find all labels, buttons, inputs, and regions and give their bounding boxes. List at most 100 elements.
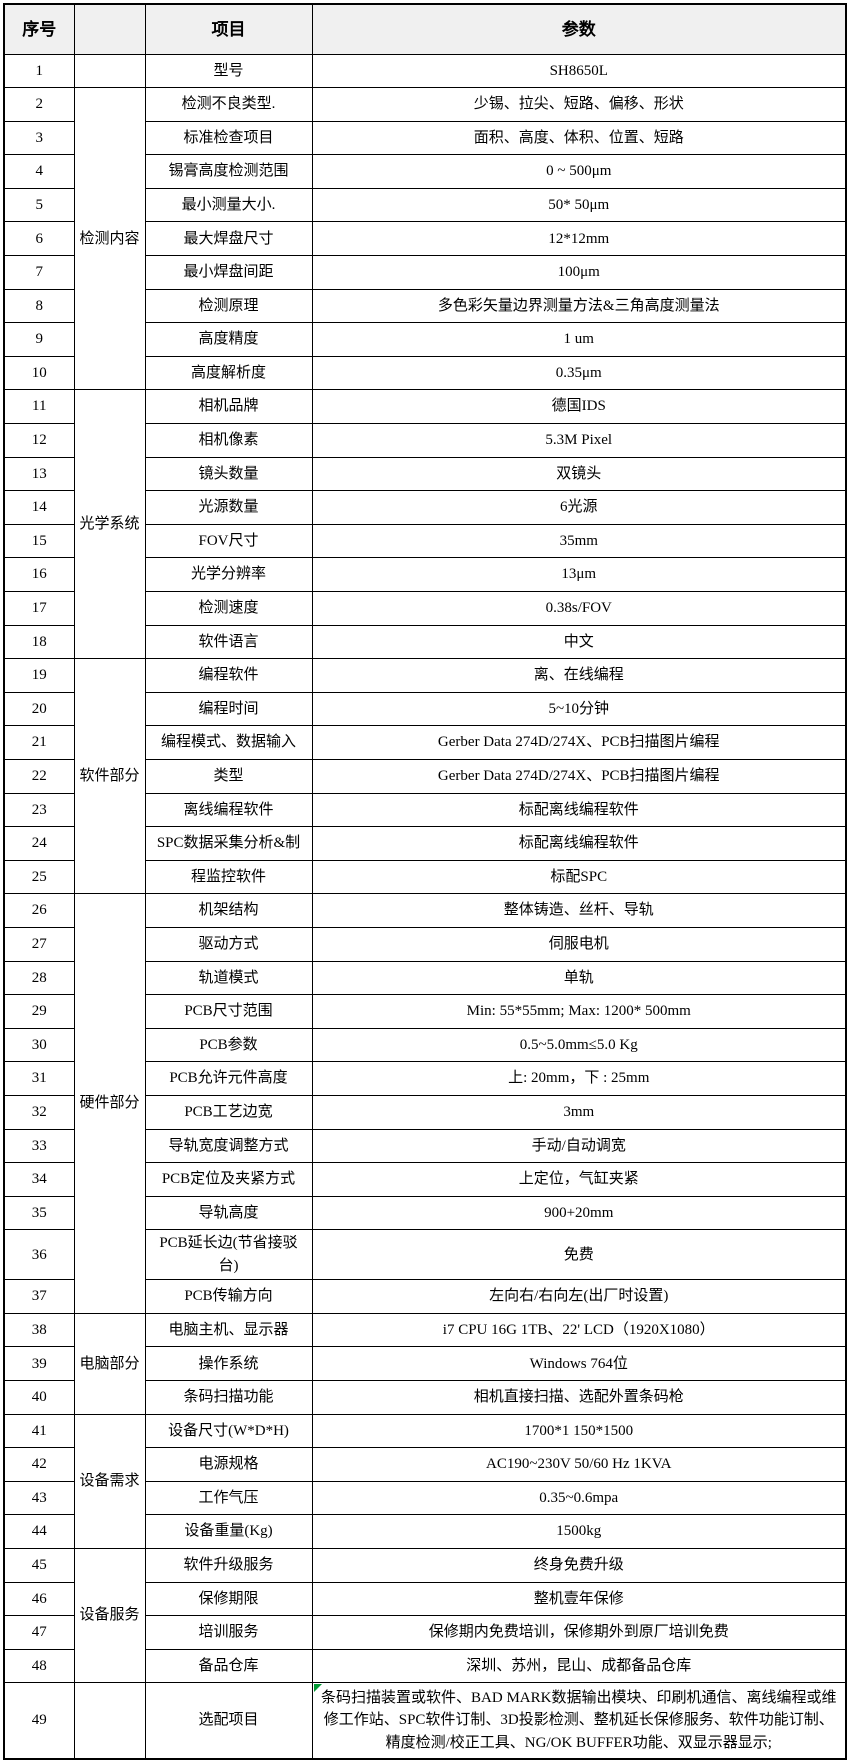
row-number-cell: 27 xyxy=(3,926,75,962)
item-cell: 驱动方式 xyxy=(144,926,313,962)
row-number-cell: 32 xyxy=(3,1094,75,1130)
table-row: 47 培训服务 保修期内免费培训，保修期外到原厂培训免费 xyxy=(3,1615,847,1650)
item-cell: PCB定位及夹紧方式 xyxy=(144,1162,313,1197)
param-cell: 多色彩矢量边界测量方法&三角高度测量法 xyxy=(311,288,847,324)
param-cell: 5.3M Pixel xyxy=(311,423,847,458)
row-number-cell: 16 xyxy=(3,557,75,592)
row-number-cell: 48 xyxy=(3,1648,75,1684)
header-item: 项目 xyxy=(144,3,313,55)
row-number-cell: 20 xyxy=(3,691,75,727)
param-cell: 标配离线编程软件 xyxy=(311,792,847,828)
row-number-cell: 24 xyxy=(3,826,75,861)
table-row: 6 最大焊盘尺寸 12*12mm xyxy=(3,221,847,257)
table-row: 3 标准检查项目 面积、高度、体积、位置、短路 xyxy=(3,120,847,156)
table-row: 43 工作气压 0.35~0.6mpa xyxy=(3,1480,847,1516)
item-cell: 电源规格 xyxy=(144,1447,313,1482)
item-cell: 相机品牌 xyxy=(144,389,313,425)
header-no: 序号 xyxy=(3,3,75,55)
param-cell: 条码扫描装置或软件、BAD MARK数据输出模块、印刷机通信、离线编程或维修工作… xyxy=(311,1682,847,1760)
row-number-cell: 36 xyxy=(3,1229,75,1281)
item-cell: 轨道模式 xyxy=(144,960,313,996)
param-cell: 离、在线编程 xyxy=(311,658,847,693)
table-row: 26 硬件部分 机架结构 整体铸造、丝杆、导轨 xyxy=(3,893,847,1314)
item-cell: 设备尺寸(W*D*H) xyxy=(144,1413,313,1449)
param-cell: 左向右/右向左(出厂时设置) xyxy=(311,1279,847,1314)
param-cell: 0.5~5.0mm≤5.0 Kg xyxy=(311,1027,847,1063)
row-number-cell: 19 xyxy=(3,658,75,693)
param-cell: 双镜头 xyxy=(311,456,847,492)
row-number-cell: 34 xyxy=(3,1162,75,1197)
table-row: 31 PCB允许元件高度 上: 20mm，下 : 25mm xyxy=(3,1061,847,1096)
item-cell: 导轨宽度调整方式 xyxy=(144,1128,313,1164)
param-cell: Gerber Data 274D/274X、PCB扫描图片编程 xyxy=(311,725,847,760)
param-cell: 相机直接扫描、选配外置条码枪 xyxy=(311,1380,847,1415)
param-cell: 中文 xyxy=(311,624,847,660)
item-cell: PCB延长边(节省接驳台) xyxy=(144,1229,313,1281)
item-cell: 高度解析度 xyxy=(144,355,313,391)
header-row: 序号 项目 参数 xyxy=(3,3,847,55)
row-number-cell: 35 xyxy=(3,1195,75,1231)
table-row: 46 保修期限 整机壹年保修 xyxy=(3,1581,847,1617)
param-cell: 标配离线编程软件 xyxy=(311,826,847,861)
row-number-cell: 38 xyxy=(3,1312,75,1348)
table-row: 27 驱动方式 伺服电机 xyxy=(3,926,847,962)
table-row: 19 软件部分 编程软件 离、在线编程 xyxy=(3,658,847,895)
param-cell: AC190~230V 50/60 Hz 1KVA xyxy=(311,1447,847,1482)
row-number-cell: 46 xyxy=(3,1581,75,1617)
item-cell: 类型 xyxy=(144,758,313,794)
table-row: 13 镜头数量 双镜头 xyxy=(3,456,847,492)
param-cell: 上: 20mm，下 : 25mm xyxy=(311,1061,847,1096)
row-number-cell: 39 xyxy=(3,1346,75,1382)
param-cell: 0 ~ 500μm xyxy=(311,154,847,189)
item-cell: 编程时间 xyxy=(144,691,313,727)
group-cell: 检测内容 xyxy=(73,87,146,391)
item-cell: 选配项目 xyxy=(144,1682,313,1760)
table-row: 32 PCB工艺边宽 3mm xyxy=(3,1094,847,1130)
item-cell: 型号 xyxy=(144,53,313,89)
param-cell: 免费 xyxy=(311,1229,847,1281)
param-cell: 0.35~0.6mpa xyxy=(311,1480,847,1516)
item-cell: 导轨高度 xyxy=(144,1195,313,1231)
row-number-cell: 11 xyxy=(3,389,75,425)
item-cell: 工作气压 xyxy=(144,1480,313,1516)
row-number-cell: 33 xyxy=(3,1128,75,1164)
cell-note-triangle-icon xyxy=(313,1684,322,1693)
item-cell: 编程模式、数据输入 xyxy=(144,725,313,760)
table-row: 11 光学系统 相机品牌 德国IDS xyxy=(3,389,847,660)
param-cell: 少锡、拉尖、短路、偏移、形状 xyxy=(311,87,847,122)
param-cell: 手动/自动调宽 xyxy=(311,1128,847,1164)
table-row: 45 设备服务 软件升级服务 终身免费升级 xyxy=(3,1548,847,1684)
table-row: 49 选配项目 条码扫描装置或软件、BAD MARK数据输出模块、印刷机通信、离线编… xyxy=(3,1682,847,1760)
item-cell: 锡膏高度检测范围 xyxy=(144,154,313,189)
param-cell: 终身免费升级 xyxy=(311,1548,847,1583)
param-cell: 单轨 xyxy=(311,960,847,996)
row-number-cell: 44 xyxy=(3,1514,75,1550)
row-number-cell: 28 xyxy=(3,960,75,996)
table-row: 7 最小焊盘间距 100μm xyxy=(3,255,847,290)
param-cell: 900+20mm xyxy=(311,1195,847,1231)
table-row: 42 电源规格 AC190~230V 50/60 Hz 1KVA xyxy=(3,1447,847,1482)
table-row: 1 型号 SH8650L xyxy=(3,53,847,89)
param-cell: 1 um xyxy=(311,322,847,357)
item-cell: 最小焊盘间距 xyxy=(144,255,313,290)
row-number-cell: 40 xyxy=(3,1380,75,1415)
table-row: 40 条码扫描功能 相机直接扫描、选配外置条码枪 xyxy=(3,1380,847,1415)
item-cell: 培训服务 xyxy=(144,1615,313,1650)
item-cell: PCB参数 xyxy=(144,1027,313,1063)
item-cell: 标准检查项目 xyxy=(144,120,313,156)
table-row: 22 类型 Gerber Data 274D/274X、PCB扫描图片编程 xyxy=(3,758,847,794)
item-cell: 检测不良类型. xyxy=(144,87,313,122)
table-row: 28 轨道模式 单轨 xyxy=(3,960,847,996)
item-cell: 最大焊盘尺寸 xyxy=(144,221,313,257)
spec-table-body: 1 型号 SH8650L 2 检测内容 检测不良类型. 少锡、拉尖、短路、偏移、形状 3 标准检… xyxy=(3,53,847,1760)
param-cell: 深圳、苏州，昆山、成都备品仓库 xyxy=(311,1648,847,1684)
param-cell: 整机壹年保修 xyxy=(311,1581,847,1617)
table-row: 21 编程模式、数据输入 Gerber Data 274D/274X、PCB扫描图片… xyxy=(3,725,847,760)
row-number-cell: 13 xyxy=(3,456,75,492)
row-number-cell: 22 xyxy=(3,758,75,794)
item-cell: 保修期限 xyxy=(144,1581,313,1617)
param-cell: 1500kg xyxy=(311,1514,847,1550)
param-cell: 13μm xyxy=(311,557,847,592)
param-cell: 保修期内免费培训，保修期外到原厂培训免费 xyxy=(311,1615,847,1650)
header-param: 参数 xyxy=(311,3,847,55)
